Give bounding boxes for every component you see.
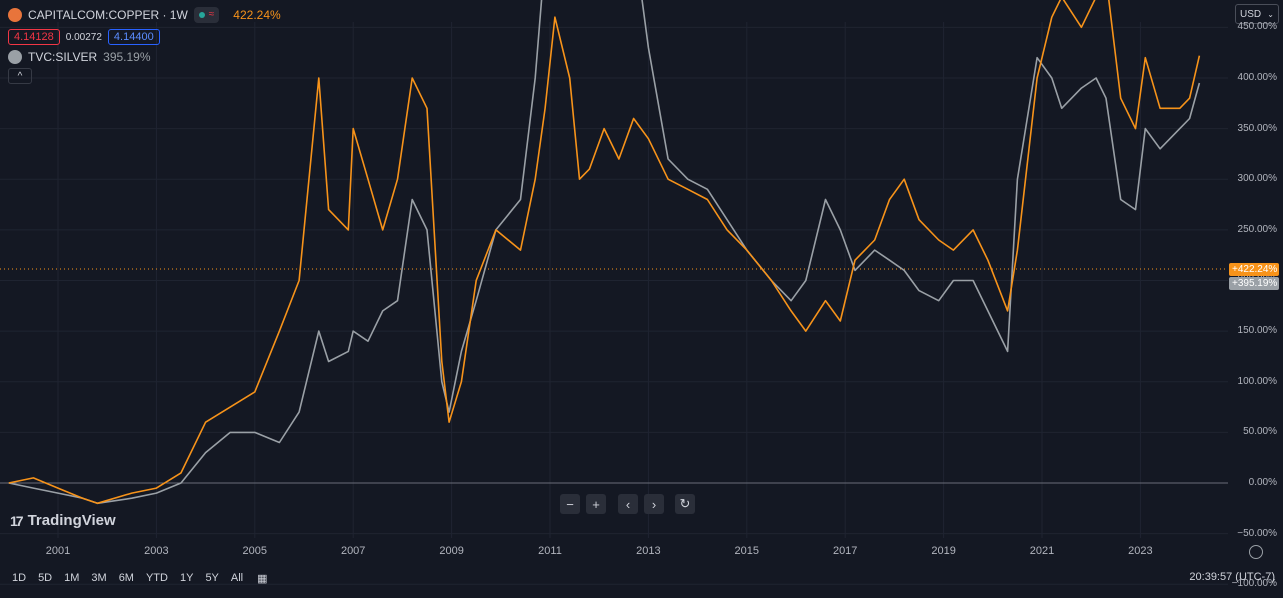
legend: CAPITALCOM:COPPER · 1W ≈ 422.24% 4.14128… xyxy=(8,6,281,84)
y-tick-label: 400.00% xyxy=(1237,71,1277,83)
currency-label: USD xyxy=(1240,8,1262,20)
currency-select[interactable]: USD ⌄ xyxy=(1235,4,1279,24)
delay-icon: ≈ xyxy=(208,9,215,20)
x-tick-label: 2009 xyxy=(439,545,464,557)
x-tick-label: 2019 xyxy=(931,545,956,557)
minus-icon: − xyxy=(566,496,574,512)
y-tick-label: 50.00% xyxy=(1243,426,1277,438)
silver-icon xyxy=(8,50,22,64)
x-tick-label: 2013 xyxy=(636,545,661,557)
buy-price[interactable]: 4.14400 xyxy=(107,29,160,45)
chevron-down-icon: ⌄ xyxy=(1267,9,1274,19)
clock[interactable]: 20:39:57 (UTC-7) xyxy=(1189,571,1275,583)
x-tick-label: 2015 xyxy=(734,545,760,557)
compare-symbol[interactable]: TVC:SILVER xyxy=(28,50,98,64)
y-tick-label: 350.00% xyxy=(1237,122,1277,134)
x-tick-label: 2021 xyxy=(1029,545,1055,557)
y-tick-label: 100.00% xyxy=(1237,375,1277,387)
range-6m[interactable]: 6M xyxy=(118,572,134,584)
chevron-up-icon: ^ xyxy=(17,70,23,82)
silver-change: 395.19% xyxy=(103,50,151,64)
copper-change: 422.24% xyxy=(233,8,281,22)
x-tick-label: 2007 xyxy=(340,545,366,557)
date-range-icon[interactable]: ▦ xyxy=(257,572,268,585)
x-tick-label: 2011 xyxy=(538,545,562,557)
tv-logo-icon: 17 xyxy=(10,512,24,529)
x-tick-label: 2017 xyxy=(832,545,858,557)
axis-settings-icon[interactable] xyxy=(1249,545,1263,559)
plus-icon: + xyxy=(592,496,600,512)
y-tick-label: 450.00% xyxy=(1237,21,1277,33)
logo-text: TradingView xyxy=(27,512,116,529)
grid xyxy=(0,22,1228,585)
spread: 0.00272 xyxy=(65,31,102,43)
range-1d[interactable]: 1D xyxy=(12,572,27,584)
copper-price-tag: +422.24% xyxy=(1229,263,1279,276)
zoom-out-button[interactable]: − xyxy=(560,494,580,514)
y-tick-label: −50.00% xyxy=(1237,527,1277,539)
reset-chart-button[interactable]: ↻ xyxy=(675,494,695,514)
range-1y[interactable]: 1Y xyxy=(179,572,194,584)
sell-price[interactable]: 4.14128 xyxy=(8,29,60,45)
x-tick-label: 2005 xyxy=(242,545,268,557)
silver-series-line xyxy=(8,0,1201,505)
copper-icon xyxy=(8,8,22,22)
y-tick-label: −100.00% xyxy=(1231,578,1277,590)
silver-price-tag: +395.19% xyxy=(1229,277,1279,290)
market-status[interactable]: ≈ xyxy=(193,7,220,23)
chevron-right-icon: › xyxy=(651,496,657,512)
y-tick-label: 0.00% xyxy=(1248,477,1277,488)
bottom-toolbar: 1D 5D 1M 3M 6M YTD 1Y 5Y All ▦ xyxy=(0,566,1283,590)
range-all[interactable]: All xyxy=(230,572,244,584)
y-tick-label: 150.00% xyxy=(1237,325,1277,337)
scroll-right-button[interactable]: › xyxy=(644,494,664,514)
x-tick-label: 2023 xyxy=(1128,545,1153,557)
main-symbol[interactable]: CAPITALCOM:COPPER · 1W xyxy=(28,8,188,22)
range-ytd[interactable]: YTD xyxy=(145,572,168,584)
range-3m[interactable]: 3M xyxy=(91,572,107,584)
y-tick-label: 300.00% xyxy=(1237,173,1277,185)
series-layer xyxy=(8,0,1201,505)
x-tick-label: 2001 xyxy=(45,545,71,557)
scroll-left-button[interactable]: ‹ xyxy=(618,494,638,514)
reset-icon: ↻ xyxy=(679,496,691,511)
range-5d[interactable]: 5D xyxy=(38,572,53,584)
x-tick-label: 2003 xyxy=(144,545,169,557)
y-tick-label: 250.00% xyxy=(1237,223,1277,235)
tradingview-logo[interactable]: 17 TradingView xyxy=(10,512,116,529)
zoom-in-button[interactable]: + xyxy=(586,494,606,514)
copper-series-line xyxy=(8,0,1201,505)
range-1m[interactable]: 1M xyxy=(64,572,80,584)
chevron-left-icon: ‹ xyxy=(625,496,631,512)
market-open-icon xyxy=(198,12,205,18)
collapse-legend-button[interactable]: ^ xyxy=(8,68,32,84)
range-5y[interactable]: 5Y xyxy=(205,572,219,584)
